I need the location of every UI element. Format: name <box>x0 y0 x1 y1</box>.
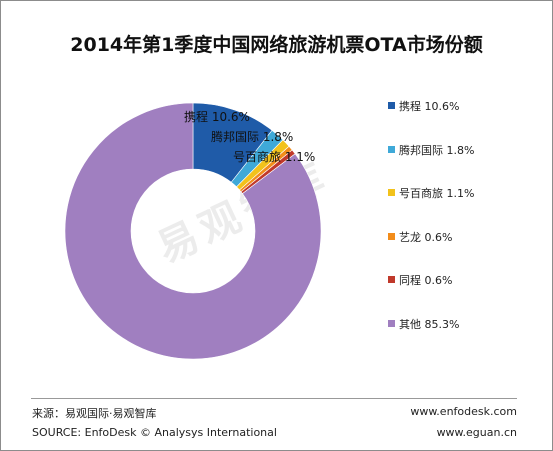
legend-label: 其他 85.3% <box>399 317 460 331</box>
legend-item-4: 同程 0.6% <box>388 272 452 288</box>
legend-label: 腾邦国际 1.8% <box>399 143 475 157</box>
legend-item-2: 号百商旅 1.1% <box>388 185 474 201</box>
legend-swatch <box>388 319 395 327</box>
legend-item-1: 腾邦国际 1.8% <box>388 142 474 158</box>
legend-swatch <box>388 189 395 196</box>
data-label-1: 腾邦国际 1.8% <box>211 129 293 144</box>
footer-url-2: www.eguan.cn <box>436 426 517 439</box>
legend-swatch <box>388 145 395 153</box>
footer-source-en: SOURCE: EnfoDesk © Analysys Internationa… <box>32 426 277 439</box>
footer-source-cn: 来源：易观国际·易观智库 <box>32 407 157 420</box>
legend-label: 同程 0.6% <box>399 274 453 287</box>
legend-swatch <box>388 102 395 109</box>
legend-item-5: 其他 85.3% <box>388 316 459 332</box>
legend-swatch <box>388 276 395 283</box>
legend-label: 号百商旅 1.1% <box>399 187 475 200</box>
footer-divider <box>31 398 517 399</box>
footer-url-1: www.enfodesk.com <box>410 405 517 418</box>
data-label-0: 携程 10.6% <box>184 109 250 124</box>
pie-slice-5 <box>64 102 322 360</box>
chart-title: 2014年第1季度中国网络旅游机票OTA市场份额 <box>70 34 483 56</box>
legend-label: 艺龙 0.6% <box>399 230 453 244</box>
data-label-2: 号百商旅 1.1% <box>233 149 315 164</box>
legend-item-0: 携程 10.6% <box>388 98 459 114</box>
legend-label: 携程 10.6% <box>399 100 460 113</box>
legend-item-3: 艺龙 0.6% <box>388 229 452 245</box>
legend-swatch <box>388 232 395 240</box>
